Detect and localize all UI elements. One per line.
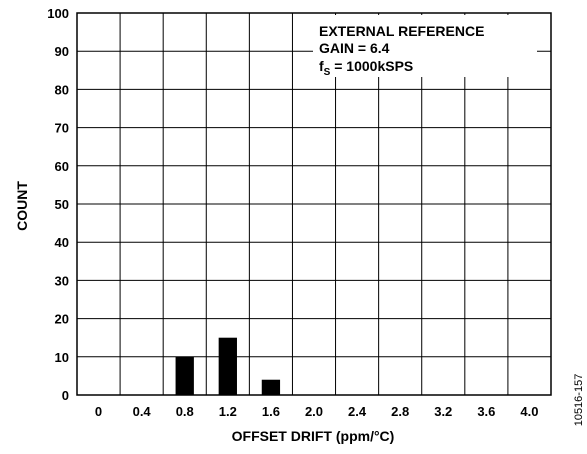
annotation-box [313, 15, 537, 77]
y-tick-label: 80 [55, 82, 69, 97]
x-tick-label: 2.8 [391, 404, 409, 419]
x-tick-label: 0.8 [176, 404, 194, 419]
y-tick-label: 20 [55, 312, 69, 327]
x-tick-label: 3.6 [477, 404, 495, 419]
x-tick-label: 2.4 [348, 404, 367, 419]
x-tick-label: 1.2 [219, 404, 237, 419]
x-tick-label: 1.6 [262, 404, 280, 419]
y-tick-labels: 0 10 20 30 40 50 60 70 80 90 100 [47, 6, 69, 403]
bar-series [175, 337, 281, 395]
y-tick-label: 40 [55, 235, 69, 250]
x-tick-label: 0.4 [133, 404, 152, 419]
x-tick-label: 3.2 [434, 404, 452, 419]
bar [218, 337, 237, 395]
y-tick-label: 10 [55, 350, 69, 365]
x-axis-label: OFFSET DRIFT (ppm/°C) [232, 428, 395, 444]
y-axis-label: COUNT [14, 181, 30, 231]
annotation-fs-subscript: S [324, 67, 331, 78]
annotation-line-3: fS = 1000kSPS [319, 58, 413, 78]
x-tick-label: 4.0 [520, 404, 538, 419]
y-tick-label: 70 [55, 121, 69, 136]
x-tick-label: 2.0 [305, 404, 323, 419]
figure-id: 10516-157 [573, 374, 585, 427]
y-tick-label: 50 [55, 197, 69, 212]
y-tick-label: 0 [62, 388, 69, 403]
bar [261, 379, 281, 395]
x-tick-label: 0 [95, 404, 102, 419]
y-tick-label: 30 [55, 273, 69, 288]
annotation-fs-value: = 1000kSPS [330, 58, 413, 74]
y-tick-label: 100 [47, 6, 69, 21]
bar [175, 356, 194, 395]
annotation-line-1: EXTERNAL REFERENCE [319, 23, 484, 39]
x-tick-labels: 0 0.4 0.8 1.2 1.6 2.0 2.4 2.8 3.2 3.6 4.0 [95, 404, 539, 419]
annotation-fs-f: f [319, 58, 324, 74]
y-tick-label: 60 [55, 159, 69, 174]
annotation-line-2: GAIN = 6.4 [319, 40, 390, 56]
grid-lines [77, 13, 551, 395]
plot-border [76, 12, 552, 396]
y-tick-label: 90 [55, 44, 69, 59]
